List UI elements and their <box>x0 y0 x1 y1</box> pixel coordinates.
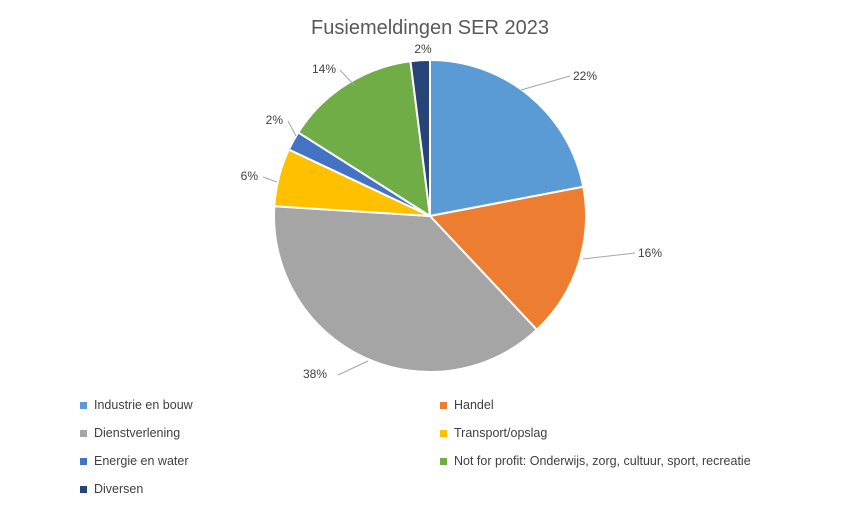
leader-lines <box>262 69 636 376</box>
leader-line-handel <box>582 252 636 260</box>
data-label-energie-en-water: 2% <box>266 113 284 127</box>
legend-swatch <box>80 429 87 437</box>
legend-swatch <box>80 401 87 409</box>
legend-label: Diversen <box>94 482 144 496</box>
legend-label: Dienstverlening <box>94 426 181 440</box>
legend-item-industrie-en-bouw: Industrie en bouw <box>80 397 440 413</box>
data-labels: 22% 16% 38% 6% 2% 14% 2% <box>241 42 663 381</box>
pie-slice-not-for-profit <box>296 60 432 218</box>
legend-swatch <box>440 401 447 409</box>
legend-swatch <box>440 429 447 437</box>
legend-item-transport-opslag: Transport/opslag <box>440 425 820 441</box>
legend-item-diversen: Diversen <box>80 481 440 497</box>
pie-slices <box>273 58 588 373</box>
legend-swatch <box>440 457 447 465</box>
chart-title: Fusiemeldingen SER 2023 <box>311 17 549 39</box>
chart-legend: Industrie en bouw Handel Dienstverlening Tr… <box>80 397 820 497</box>
data-label-diversen: 2% <box>414 42 432 56</box>
legend-label: Handel <box>454 398 494 412</box>
leader-line-transport-opslag <box>262 176 278 183</box>
legend-label: Transport/opslag <box>454 426 548 440</box>
leader-line-energie-en-water <box>287 120 297 137</box>
legend-item-handel: Handel <box>440 397 820 413</box>
data-label-industrie-en-bouw: 22% <box>573 69 597 83</box>
pie-slice-industrie-en-bouw <box>429 58 585 218</box>
legend-item-dienstverlening: Dienstverlening <box>80 425 440 441</box>
leader-line-not-for-profit <box>339 69 356 87</box>
pie-slice-diversen <box>409 58 431 217</box>
legend-swatch <box>80 485 87 493</box>
legend-label: Industrie en bouw <box>94 398 193 412</box>
legend-label: Not for profit: Onderwijs, zorg, cultuur… <box>454 454 751 468</box>
legend-item-energie-en-water: Energie en water <box>80 453 440 469</box>
data-label-dienstverlening: 38% <box>303 367 327 381</box>
pie-slice-dienstverlening <box>273 205 539 373</box>
data-label-not-for-profit: 14% <box>312 62 336 76</box>
leader-line-dienstverlening <box>337 360 369 376</box>
legend-swatch <box>80 457 87 465</box>
data-label-transport-opslag: 6% <box>241 169 259 183</box>
legend-label: Energie en water <box>94 454 189 468</box>
legend-item-not-for-profit: Not for profit: Onderwijs, zorg, cultuur… <box>440 453 820 469</box>
data-label-handel: 16% <box>638 246 662 260</box>
leader-line-industrie-en-bouw <box>520 75 571 91</box>
pie-slice-handel <box>428 185 588 332</box>
